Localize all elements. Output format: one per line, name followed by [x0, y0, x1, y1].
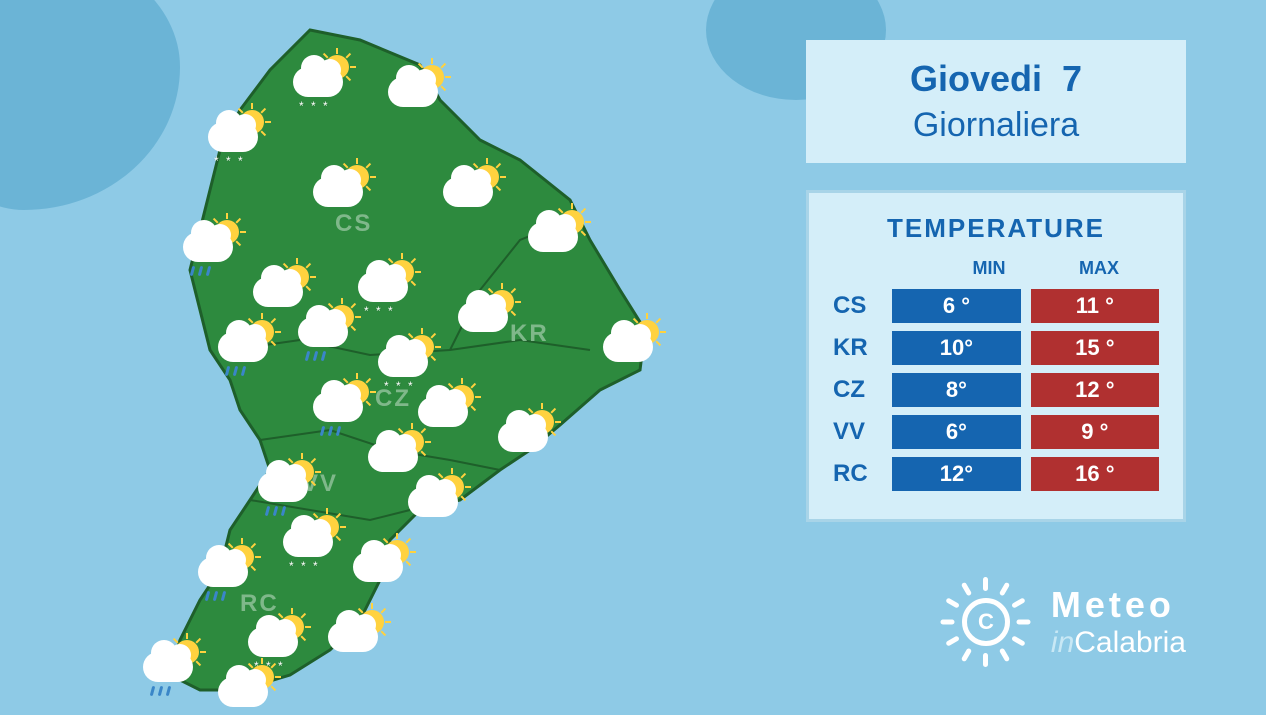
- weather-icon: * * *: [285, 55, 355, 105]
- weather-icon: [305, 165, 375, 215]
- forecast-header: Giovedi 7 Giornaliera: [806, 40, 1186, 163]
- temperature-row: KR10° 15 °: [833, 331, 1159, 365]
- temperature-row: CZ8° 12 °: [833, 373, 1159, 407]
- temperature-row: CS6 ° 11 °: [833, 289, 1159, 323]
- logo-sun-icon: C: [941, 577, 1031, 667]
- temp-min: 10°: [892, 331, 1020, 365]
- max-label: MAX: [1069, 258, 1129, 279]
- weather-icon: [175, 220, 245, 270]
- temperature-row: VV6° 9 °: [833, 415, 1159, 449]
- forecast-subtitle: Giornaliera: [826, 106, 1166, 145]
- province-code: KR: [833, 334, 892, 362]
- logo-line1: Meteo: [1051, 584, 1186, 626]
- logo: C Meteo inCalabria: [941, 577, 1186, 667]
- forecast-day: Giovedi 7: [826, 58, 1166, 100]
- province-code: VV: [833, 418, 892, 446]
- weather-icon: [400, 475, 470, 525]
- temperature-row: RC12° 16 °: [833, 457, 1159, 491]
- weather-icon: [190, 545, 260, 595]
- temp-max: 11 °: [1031, 289, 1159, 323]
- min-label: MIN: [959, 258, 1019, 279]
- weather-icon: [380, 65, 450, 115]
- province-code: CZ: [833, 376, 892, 404]
- temp-min: 6°: [892, 415, 1020, 449]
- weather-icon: [360, 430, 430, 480]
- weather-icon: [135, 640, 205, 690]
- weather-icon: [305, 380, 375, 430]
- temperature-header: MIN MAX: [833, 258, 1159, 279]
- weather-icon: [490, 410, 560, 460]
- weather-icon: * * *: [275, 515, 345, 565]
- temp-max: 12 °: [1031, 373, 1159, 407]
- weather-icon: [345, 540, 415, 590]
- temp-min: 8°: [892, 373, 1020, 407]
- weather-icon: [520, 210, 590, 260]
- temp-max: 16 °: [1031, 457, 1159, 491]
- temp-max: 9 °: [1031, 415, 1159, 449]
- province-code: CS: [833, 292, 892, 320]
- weather-icon: [210, 665, 280, 715]
- weather-icon: [435, 165, 505, 215]
- temperature-title: TEMPERATURE: [833, 213, 1159, 244]
- logo-center: C: [962, 598, 1010, 646]
- weather-icon: [250, 460, 320, 510]
- calabria-map: CSKRCZVVRC * * ** * ** * ** * ** * ** * …: [80, 10, 700, 700]
- province-code: RC: [833, 460, 892, 488]
- weather-icon: [210, 320, 280, 370]
- weather-icon: * * *: [240, 615, 310, 665]
- logo-line2: inCalabria: [1051, 626, 1186, 660]
- weather-icon: [290, 305, 360, 355]
- temperature-panel: TEMPERATURE MIN MAX CS6 ° 11 ° KR10° 15 ° CZ…: [806, 190, 1186, 522]
- weather-icon: * * *: [350, 260, 420, 310]
- temp-min: 12°: [892, 457, 1020, 491]
- weather-icon: * * *: [370, 335, 440, 385]
- weather-icon: * * *: [200, 110, 270, 160]
- weather-icon: [595, 320, 665, 370]
- weather-icon: [320, 610, 390, 660]
- weather-icon: [450, 290, 520, 340]
- temp-max: 15 °: [1031, 331, 1159, 365]
- logo-text: Meteo inCalabria: [1051, 584, 1186, 660]
- temp-min: 6 °: [892, 289, 1020, 323]
